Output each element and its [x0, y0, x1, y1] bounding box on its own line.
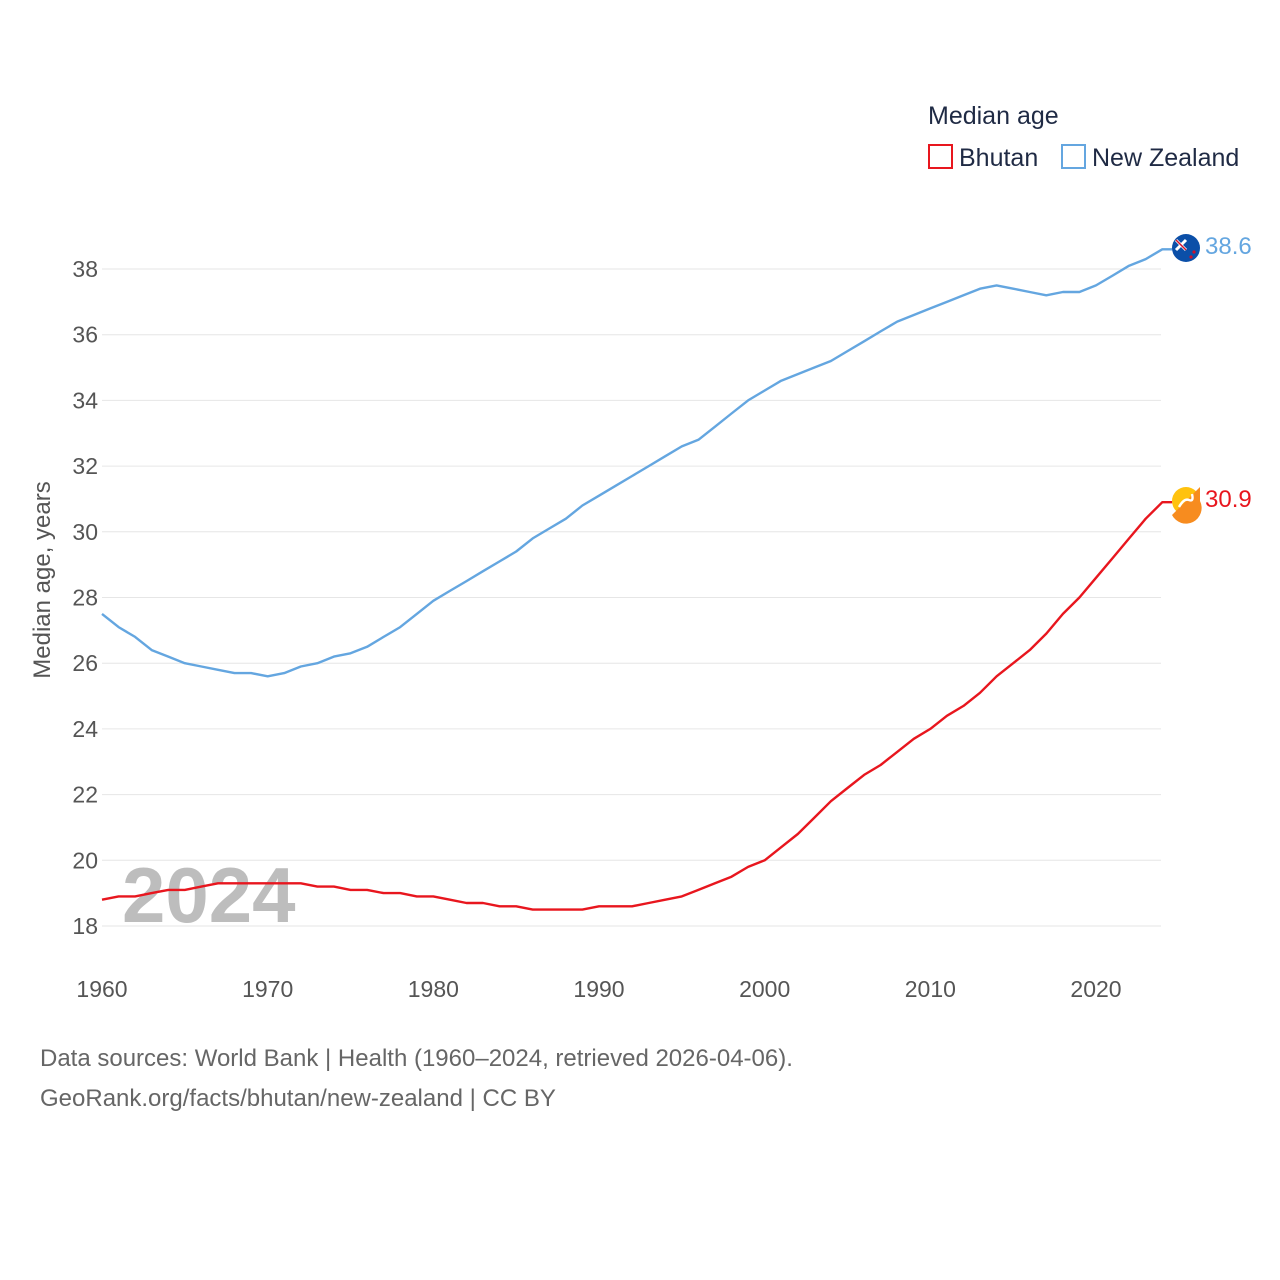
y-tick-label-36: 36 — [72, 322, 98, 348]
y-tick-label-28: 28 — [72, 585, 98, 611]
end-label-bhutan: 30.9 — [1205, 486, 1252, 513]
end-markers: 38.6 30.9 — [1172, 233, 1252, 524]
x-tick-label-2000: 2000 — [739, 976, 790, 1002]
y-tick-label-34: 34 — [72, 387, 98, 413]
y-tick-label-24: 24 — [72, 716, 98, 742]
y-tick-label-30: 30 — [72, 519, 98, 545]
x-tick-label-1980: 1980 — [408, 976, 459, 1002]
x-tick-label-1970: 1970 — [242, 976, 293, 1002]
y-axis-ticks: 18 20 22 24 26 28 30 32 34 36 38 — [72, 256, 98, 939]
y-axis-title: Median age, years — [29, 481, 56, 678]
x-tick-label-2010: 2010 — [905, 976, 956, 1002]
x-tick-label-1990: 1990 — [573, 976, 624, 1002]
y-tick-label-38: 38 — [72, 256, 98, 282]
legend: Median age Bhutan New Zealand — [928, 102, 1239, 172]
y-tick-label-22: 22 — [72, 782, 98, 808]
series-line-bhutan[interactable] — [101, 501, 1173, 911]
legend-label-bhutan[interactable]: Bhutan — [959, 144, 1038, 172]
gridlines — [102, 268, 1161, 927]
legend-swatch-new-zealand[interactable] — [1061, 144, 1086, 169]
new-zealand-flag-icon — [1172, 234, 1200, 262]
x-tick-label-1960: 1960 — [76, 976, 127, 1002]
legend-label-new-zealand[interactable]: New Zealand — [1092, 144, 1239, 172]
x-axis-ticks: 1960 1970 1980 1990 2000 2010 2020 — [76, 976, 1121, 1002]
bhutan-flag-icon — [1172, 487, 1202, 524]
x-tick-label-2020: 2020 — [1070, 976, 1121, 1002]
end-label-new-zealand: 38.6 — [1205, 233, 1252, 260]
y-tick-label-18: 18 — [72, 913, 98, 939]
year-watermark: 2024 — [122, 851, 296, 939]
series-lines — [101, 248, 1173, 911]
legend-swatch-bhutan[interactable] — [928, 144, 953, 169]
legend-title: Median age — [928, 102, 1059, 130]
y-tick-label-32: 32 — [72, 453, 98, 479]
y-tick-label-20: 20 — [72, 847, 98, 873]
series-line-new-zealand[interactable] — [101, 248, 1173, 678]
y-tick-label-26: 26 — [72, 650, 98, 676]
source-url[interactable]: GeoRank.org/facts/bhutan/new-zealand | C… — [40, 1085, 556, 1112]
source-note: Data sources: World Bank | Health (1960–… — [40, 1045, 793, 1072]
